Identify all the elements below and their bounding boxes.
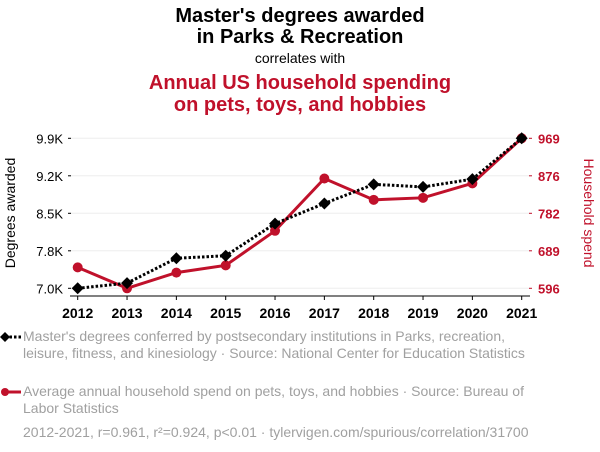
x-tick-label: 2018 [358,305,389,321]
x-tick-label: 2020 [457,305,488,321]
legend-marker-spend-circle-icon [1,388,9,396]
y-tick-label-left: 7.8K [36,244,63,259]
y-tick-label-left: 9.2K [36,169,63,184]
point-degrees [515,132,528,145]
y-tick-label-right: 876 [538,169,560,184]
x-tick-label: 2021 [506,305,537,321]
point-degrees [318,197,331,210]
subtitle-line-1: Annual US household spending [149,72,451,94]
x-tick-label: 2013 [111,305,142,321]
legend-text-degrees: Master's degrees conferred by postsecond… [23,328,525,361]
x-tick-label: 2019 [407,305,438,321]
legend-text-spend: Average annual household spend on pets, … [23,383,524,416]
footer-stats: 2012-2021, r=0.961, r²=0.924, p<0.01 · t… [23,424,529,440]
title-line-1: Master's degrees awarded [175,5,424,27]
title-line-2: in Parks & Recreation [197,26,404,48]
y-tick-label-left: 8.5K [36,206,63,221]
y-axis-label-right: Household spend [581,159,597,268]
point-degrees [121,277,134,290]
point-household-spend [72,262,83,273]
y-tick-label-right: 782 [538,206,560,221]
point-degrees [367,178,380,191]
x-tick-label: 2012 [62,305,93,321]
point-household-spend [418,192,429,203]
point-degrees [466,173,479,186]
subtitle-line-2: on pets, toys, and hobbies [174,94,426,116]
x-tick-label: 2014 [161,305,192,321]
y-axis-label-left: Degrees awarded [2,158,18,269]
point-household-spend [171,267,182,278]
point-household-spend [319,173,330,184]
series-line-degrees [77,137,523,290]
series-line-household-spend [77,137,523,290]
point-household-spend [220,260,231,271]
y-tick-label-right: 596 [538,281,560,296]
point-household-spend [270,225,281,236]
point-household-spend [368,194,379,205]
point-degrees [219,249,232,262]
connector-text: correlates with [255,50,345,66]
x-tick-label: 2015 [210,305,241,321]
legend-marker-degrees-diamond-icon [0,332,10,342]
point-degrees [71,282,84,295]
y-tick-label-left: 9.9K [36,131,63,146]
x-tick-label: 2017 [309,305,340,321]
y-tick-label-right: 689 [538,244,560,259]
point-degrees [170,252,183,265]
legend-item-spend: Average annual household spend on pets, … [23,383,543,416]
point-degrees [269,217,282,230]
legend-item-degrees: Master's degrees conferred by postsecond… [23,328,543,361]
y-tick-label-left: 7.0K [36,281,63,296]
point-degrees [417,180,430,193]
x-tick-label: 2016 [259,305,290,321]
y-tick-label-right: 969 [538,131,560,146]
